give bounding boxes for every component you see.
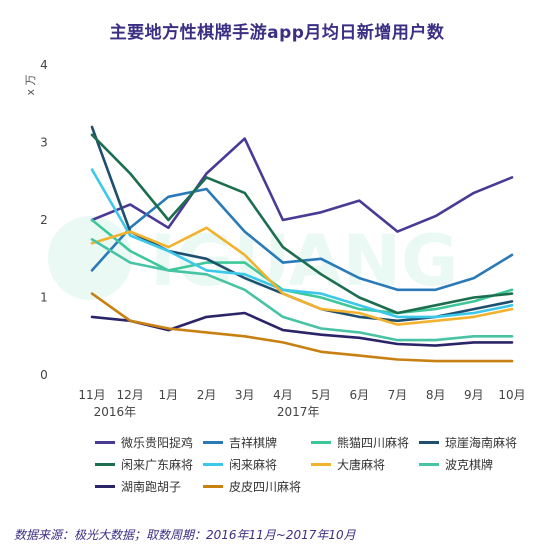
y-tick-label: 0 — [40, 368, 48, 382]
legend-swatch — [95, 463, 115, 466]
legend-item: 闲来麻将 — [203, 456, 277, 473]
legend-swatch — [203, 441, 223, 444]
series-line-7 — [90, 238, 514, 342]
legend-item: 波克棋牌 — [419, 456, 493, 473]
legend-label: 熊猫四川麻将 — [337, 436, 410, 450]
x-tick-label: 10月 — [498, 388, 525, 402]
legend-label: 闲来麻将 — [229, 458, 278, 472]
x-tick-label: 8月 — [426, 388, 446, 402]
y-tick-label: 1 — [40, 291, 48, 305]
x-tick-label: 7月 — [388, 388, 408, 402]
x-tick-label: 6月 — [349, 388, 369, 402]
legend-label: 波克棋牌 — [445, 458, 494, 472]
x-tick-label: 9月 — [464, 388, 484, 402]
legend-item: 皮皮四川麻将 — [203, 478, 301, 495]
series-lines — [90, 125, 514, 363]
legend-swatch — [95, 485, 115, 488]
legend-item: 琼崖海南麻将 — [419, 434, 517, 451]
legend-swatch — [95, 441, 115, 444]
x-axis-ticks: 11月 12月 1月 2月 3月 4月 5月 6月 7月 8月 9月 10月 2016年 2017年 — [78, 388, 525, 419]
legend-item: 湖南跑胡子 — [95, 478, 181, 495]
legend-item: 闲来广东麻将 — [95, 456, 193, 473]
series-line-0 — [90, 137, 514, 233]
series-line-6 — [90, 226, 514, 326]
legend-item: 大唐麻将 — [311, 456, 385, 473]
line-chart: IGUANG x 万 0 1 2 3 4 11月 12月 1月 2月 3月 4月 5月 6月 7月 8月 9… — [24, 58, 526, 419]
legend-item: 吉祥棋牌 — [203, 434, 277, 451]
legend-swatch — [311, 441, 331, 444]
series-line-4 — [90, 133, 514, 315]
x-tick-label: 5月 — [311, 388, 331, 402]
watermark-logo: IGUANG — [48, 216, 458, 302]
x-tick-label: 1月 — [159, 388, 179, 402]
x-tick-label: 12月 — [117, 388, 144, 402]
x-tick-label: 11月 — [78, 388, 105, 402]
legend-swatch — [311, 463, 331, 466]
legend-label: 大唐麻将 — [337, 458, 386, 472]
legend-label: 微乐贵阳捉鸡 — [121, 436, 194, 450]
legend-label: 皮皮四川麻将 — [229, 480, 302, 494]
legend-label: 闲来广东麻将 — [121, 458, 194, 472]
y-tick-label: 3 — [40, 136, 48, 150]
x-year-label: 2016年 — [94, 405, 137, 419]
y-tick-label: 4 — [40, 58, 48, 72]
legend-swatch — [203, 485, 223, 488]
legend-swatch — [203, 463, 223, 466]
series-line-5 — [90, 168, 514, 319]
y-axis-unit-label: x 万 — [24, 74, 37, 95]
series-line-8 — [90, 311, 514, 347]
legend-label: 吉祥棋牌 — [229, 436, 278, 450]
legend-item: 熊猫四川麻将 — [311, 434, 409, 451]
chart-title: 主要地方性棋牌手游app月均日新增用户数 — [109, 23, 445, 43]
x-year-label: 2017年 — [277, 405, 320, 419]
legend-item: 微乐贵阳捉鸡 — [95, 434, 193, 451]
legend-label: 琼崖海南麻将 — [445, 436, 518, 450]
series-line-9 — [90, 292, 514, 363]
x-tick-label: 3月 — [235, 388, 255, 402]
legend-swatch — [419, 441, 439, 444]
legend-label: 湖南跑胡子 — [121, 480, 182, 494]
data-source-note: 数据来源：极光大数据；取数周期：2016年11月~2017年10月 — [14, 528, 356, 542]
y-tick-label: 2 — [40, 213, 48, 227]
series-line-2 — [90, 218, 514, 315]
x-tick-label: 4月 — [273, 388, 293, 402]
x-tick-label: 2月 — [197, 388, 217, 402]
legend-swatch — [419, 463, 439, 466]
y-axis-ticks: 0 1 2 3 4 — [40, 58, 48, 382]
